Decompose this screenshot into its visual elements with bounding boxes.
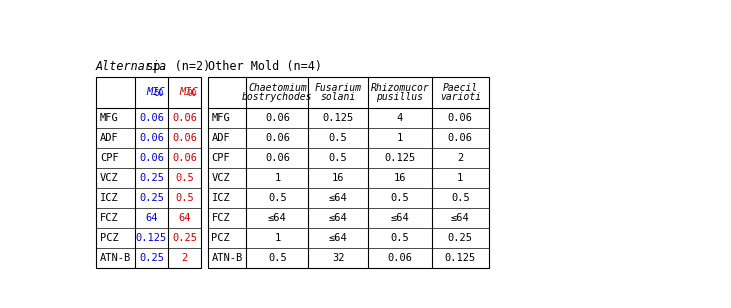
Text: 0.06: 0.06 (139, 133, 164, 143)
Text: 0.125: 0.125 (385, 153, 415, 163)
Text: 0.5: 0.5 (175, 173, 194, 183)
Text: ≤64: ≤64 (390, 213, 409, 223)
Text: 1: 1 (274, 233, 281, 243)
Text: 0.06: 0.06 (139, 153, 164, 163)
Text: 0.5: 0.5 (329, 133, 347, 143)
Text: ≤64: ≤64 (268, 213, 287, 223)
Text: ≤64: ≤64 (329, 193, 347, 203)
Text: 64: 64 (145, 213, 158, 223)
Text: ≤64: ≤64 (329, 213, 347, 223)
Text: Paecil: Paecil (443, 83, 478, 93)
Text: 0.5: 0.5 (390, 193, 409, 203)
Text: 0.06: 0.06 (448, 133, 473, 143)
Text: 0.06: 0.06 (173, 133, 197, 143)
Text: ≤64: ≤64 (329, 233, 347, 243)
Text: ≤64: ≤64 (451, 213, 469, 223)
Text: MIC: MIC (146, 87, 164, 97)
Text: bostrychodes: bostrychodes (242, 92, 313, 102)
Text: ICZ: ICZ (211, 193, 230, 203)
Text: Chaetomium: Chaetomium (248, 83, 307, 93)
Text: 2: 2 (181, 253, 188, 263)
Text: VCZ: VCZ (211, 173, 230, 183)
Text: ADF: ADF (211, 133, 230, 143)
Text: 0.06: 0.06 (173, 113, 197, 123)
Text: 2: 2 (457, 153, 463, 163)
Text: 0.25: 0.25 (139, 173, 164, 183)
Text: 4: 4 (397, 113, 403, 123)
Text: 0.5: 0.5 (268, 253, 287, 263)
Text: 90: 90 (188, 89, 197, 99)
Text: 0.06: 0.06 (448, 113, 473, 123)
Text: 0.06: 0.06 (265, 133, 290, 143)
Text: Alternaria: Alternaria (96, 60, 167, 73)
Text: Fusarium: Fusarium (315, 83, 362, 93)
Text: solani: solani (321, 92, 356, 102)
Text: 0.125: 0.125 (136, 233, 167, 243)
Text: 0.25: 0.25 (448, 233, 473, 243)
Text: varioti: varioti (440, 92, 481, 102)
Text: pusillus: pusillus (376, 92, 423, 102)
Text: MIC: MIC (179, 87, 198, 97)
Text: 0.06: 0.06 (265, 113, 290, 123)
Text: VCZ: VCZ (100, 173, 118, 183)
Text: MFG: MFG (100, 113, 118, 123)
Bar (208, 77, 489, 268)
Text: 0.5: 0.5 (268, 193, 287, 203)
Text: CPF: CPF (211, 153, 230, 163)
Text: FCZ: FCZ (100, 213, 118, 223)
Text: 16: 16 (393, 173, 406, 183)
Text: PCZ: PCZ (100, 233, 118, 243)
Text: 0.5: 0.5 (329, 153, 347, 163)
Text: 1: 1 (457, 173, 463, 183)
Text: 1: 1 (397, 133, 403, 143)
Text: FCZ: FCZ (211, 213, 230, 223)
Text: ADF: ADF (100, 133, 118, 143)
Text: sp. (n=2): sp. (n=2) (140, 60, 211, 73)
Text: ATN-B: ATN-B (211, 253, 243, 263)
Text: 64: 64 (178, 213, 191, 223)
Text: 0.06: 0.06 (265, 153, 290, 163)
Text: PCZ: PCZ (211, 233, 230, 243)
Text: 0.5: 0.5 (175, 193, 194, 203)
Text: ICZ: ICZ (100, 193, 118, 203)
Text: CPF: CPF (100, 153, 118, 163)
Text: 0.125: 0.125 (444, 253, 476, 263)
Text: 0.25: 0.25 (139, 193, 164, 203)
Text: 0.06: 0.06 (139, 113, 164, 123)
Text: 0.125: 0.125 (322, 113, 354, 123)
Text: Other Mold (n=4): Other Mold (n=4) (208, 60, 322, 73)
Text: Rhizomucor: Rhizomucor (371, 83, 429, 93)
Text: ATN-B: ATN-B (100, 253, 131, 263)
Text: 0.5: 0.5 (451, 193, 469, 203)
Text: 0.25: 0.25 (139, 253, 164, 263)
Text: 1: 1 (274, 173, 281, 183)
Text: 16: 16 (332, 173, 344, 183)
Text: 0.5: 0.5 (390, 233, 409, 243)
Bar (96, 77, 202, 268)
Text: 0.25: 0.25 (173, 233, 197, 243)
Text: 32: 32 (332, 253, 344, 263)
Text: MFG: MFG (211, 113, 230, 123)
Text: 50: 50 (154, 89, 164, 99)
Text: 0.06: 0.06 (173, 153, 197, 163)
Text: 0.06: 0.06 (387, 253, 412, 263)
